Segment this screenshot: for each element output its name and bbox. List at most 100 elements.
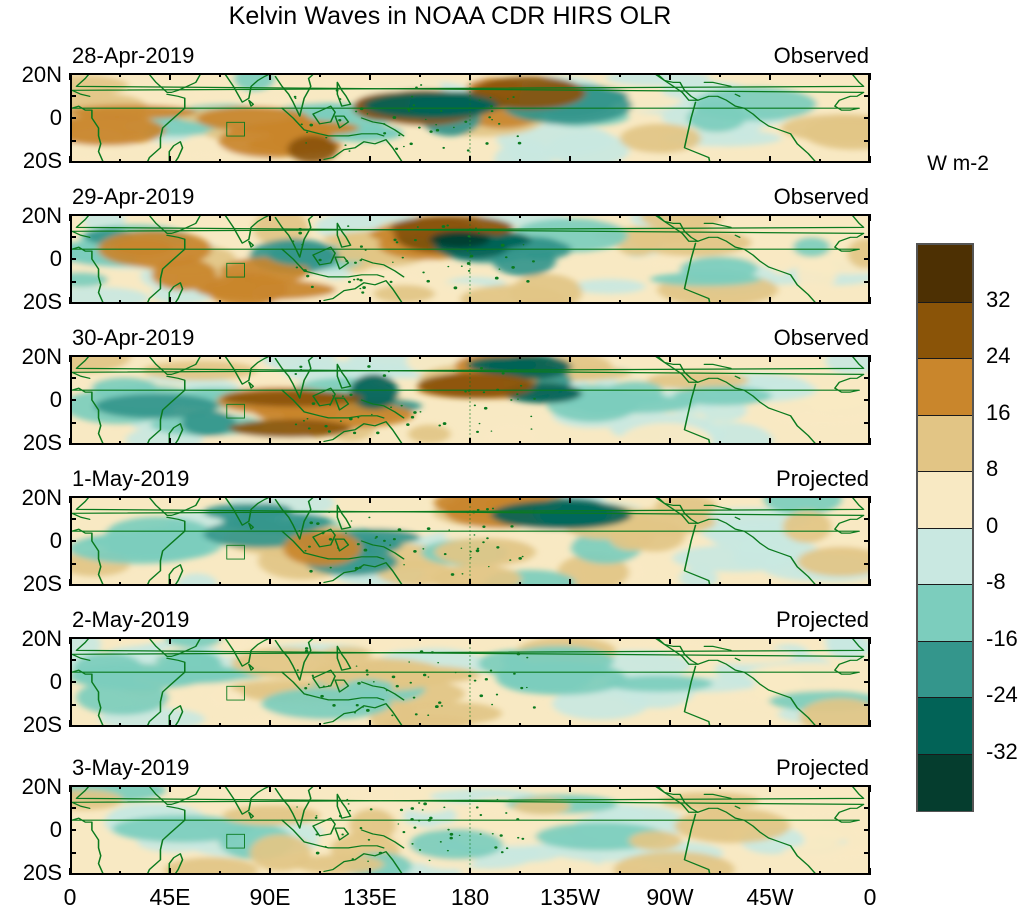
y-axis-tick-label: 0 xyxy=(49,105,62,130)
axis-tick xyxy=(519,73,521,77)
axis-tick xyxy=(864,681,870,683)
axis-tick xyxy=(669,579,671,586)
axis-tick xyxy=(269,297,271,304)
axis-tick xyxy=(569,720,571,727)
y-axis-tick-label: 20N xyxy=(21,62,62,87)
map-panel[interactable] xyxy=(70,785,870,875)
panel-status-label: Observed xyxy=(773,184,869,209)
y-axis-tick-label: 20S xyxy=(22,430,62,455)
axis-tick xyxy=(619,300,621,304)
colorbar-band xyxy=(918,471,972,529)
map-panel[interactable] xyxy=(70,73,870,163)
y-axis-tick-label: 0 xyxy=(49,669,62,694)
map-panel[interactable] xyxy=(70,214,870,304)
panel-date-label: 29-Apr-2019 xyxy=(72,184,195,209)
axis-tick xyxy=(269,785,271,792)
axis-tick xyxy=(669,214,671,221)
axis-tick xyxy=(819,73,821,77)
x-axis-tick-label: 90W xyxy=(646,884,694,910)
y-axis-tick-label: 0 xyxy=(49,246,62,271)
axis-tick xyxy=(319,871,321,875)
axis-tick xyxy=(369,868,371,875)
panel-date-label: 30-Apr-2019 xyxy=(72,325,195,350)
axis-tick xyxy=(69,73,71,80)
axis-tick xyxy=(419,871,421,875)
axis-tick xyxy=(669,785,671,792)
axis-tick xyxy=(319,159,321,163)
axis-tick xyxy=(864,829,870,831)
axis-tick xyxy=(819,871,821,875)
axis-tick xyxy=(619,214,621,218)
axis-tick xyxy=(219,214,221,218)
axis-tick xyxy=(869,73,871,80)
axis-tick xyxy=(519,355,521,359)
axis-tick xyxy=(719,441,721,445)
axis-tick xyxy=(469,496,471,503)
axis-tick xyxy=(864,258,870,260)
axis-tick xyxy=(869,637,871,644)
axis-tick xyxy=(369,496,371,503)
axis-tick xyxy=(619,871,621,875)
y-axis-tick-label: 20N xyxy=(21,774,62,799)
axis-tick xyxy=(519,214,521,218)
axis-tick xyxy=(569,579,571,586)
axis-tick xyxy=(219,355,221,359)
axis-tick xyxy=(519,441,521,445)
axis-tick xyxy=(419,159,421,163)
axis-tick xyxy=(319,723,321,727)
axis-tick xyxy=(719,582,721,586)
axis-tick xyxy=(219,785,221,789)
axis-tick xyxy=(519,300,521,304)
axis-tick xyxy=(69,785,71,792)
axis-tick xyxy=(169,637,171,644)
axis-tick xyxy=(269,868,271,875)
axis-tick xyxy=(169,868,171,875)
axis-tick xyxy=(69,579,71,586)
x-axis-tick-label: 0 xyxy=(63,884,77,910)
axis-tick xyxy=(864,280,870,283)
y-axis-tick-label: 20S xyxy=(22,860,62,885)
map-canvas xyxy=(72,787,868,873)
axis-tick xyxy=(70,399,76,401)
axis-tick xyxy=(469,297,471,304)
axis-tick xyxy=(469,720,471,727)
axis-tick xyxy=(119,159,121,163)
axis-tick xyxy=(119,300,121,304)
axis-tick xyxy=(70,235,76,238)
axis-tick xyxy=(719,73,721,77)
axis-tick xyxy=(419,355,421,359)
axis-tick xyxy=(169,579,171,586)
axis-tick xyxy=(769,438,771,445)
panel-status-label: Projected xyxy=(776,755,869,780)
axis-tick xyxy=(864,139,870,142)
axis-tick xyxy=(70,851,76,854)
map-panel[interactable] xyxy=(70,637,870,727)
map-panel[interactable] xyxy=(70,496,870,586)
y-axis-tick-label: 0 xyxy=(49,387,62,412)
axis-tick xyxy=(619,73,621,77)
axis-tick xyxy=(669,438,671,445)
axis-tick xyxy=(69,214,71,221)
axis-tick xyxy=(419,214,421,218)
axis-tick xyxy=(369,297,371,304)
panel-status-label: Projected xyxy=(776,607,869,632)
axis-tick xyxy=(70,280,76,283)
axis-tick xyxy=(819,723,821,727)
axis-tick xyxy=(519,159,521,163)
colorbar-tick-label: -32 xyxy=(986,738,1018,764)
axis-tick xyxy=(70,829,76,831)
axis-tick xyxy=(169,720,171,727)
axis-tick xyxy=(219,871,221,875)
axis-tick xyxy=(70,562,76,565)
axis-tick xyxy=(719,159,721,163)
axis-tick xyxy=(319,637,321,641)
map-panel[interactable] xyxy=(70,355,870,445)
axis-tick xyxy=(769,579,771,586)
axis-tick xyxy=(69,496,71,503)
panel-status-label: Observed xyxy=(773,325,869,350)
axis-tick xyxy=(269,438,271,445)
axis-tick xyxy=(569,637,571,644)
axis-tick xyxy=(864,117,870,119)
axis-tick xyxy=(864,517,870,520)
axis-tick xyxy=(619,159,621,163)
